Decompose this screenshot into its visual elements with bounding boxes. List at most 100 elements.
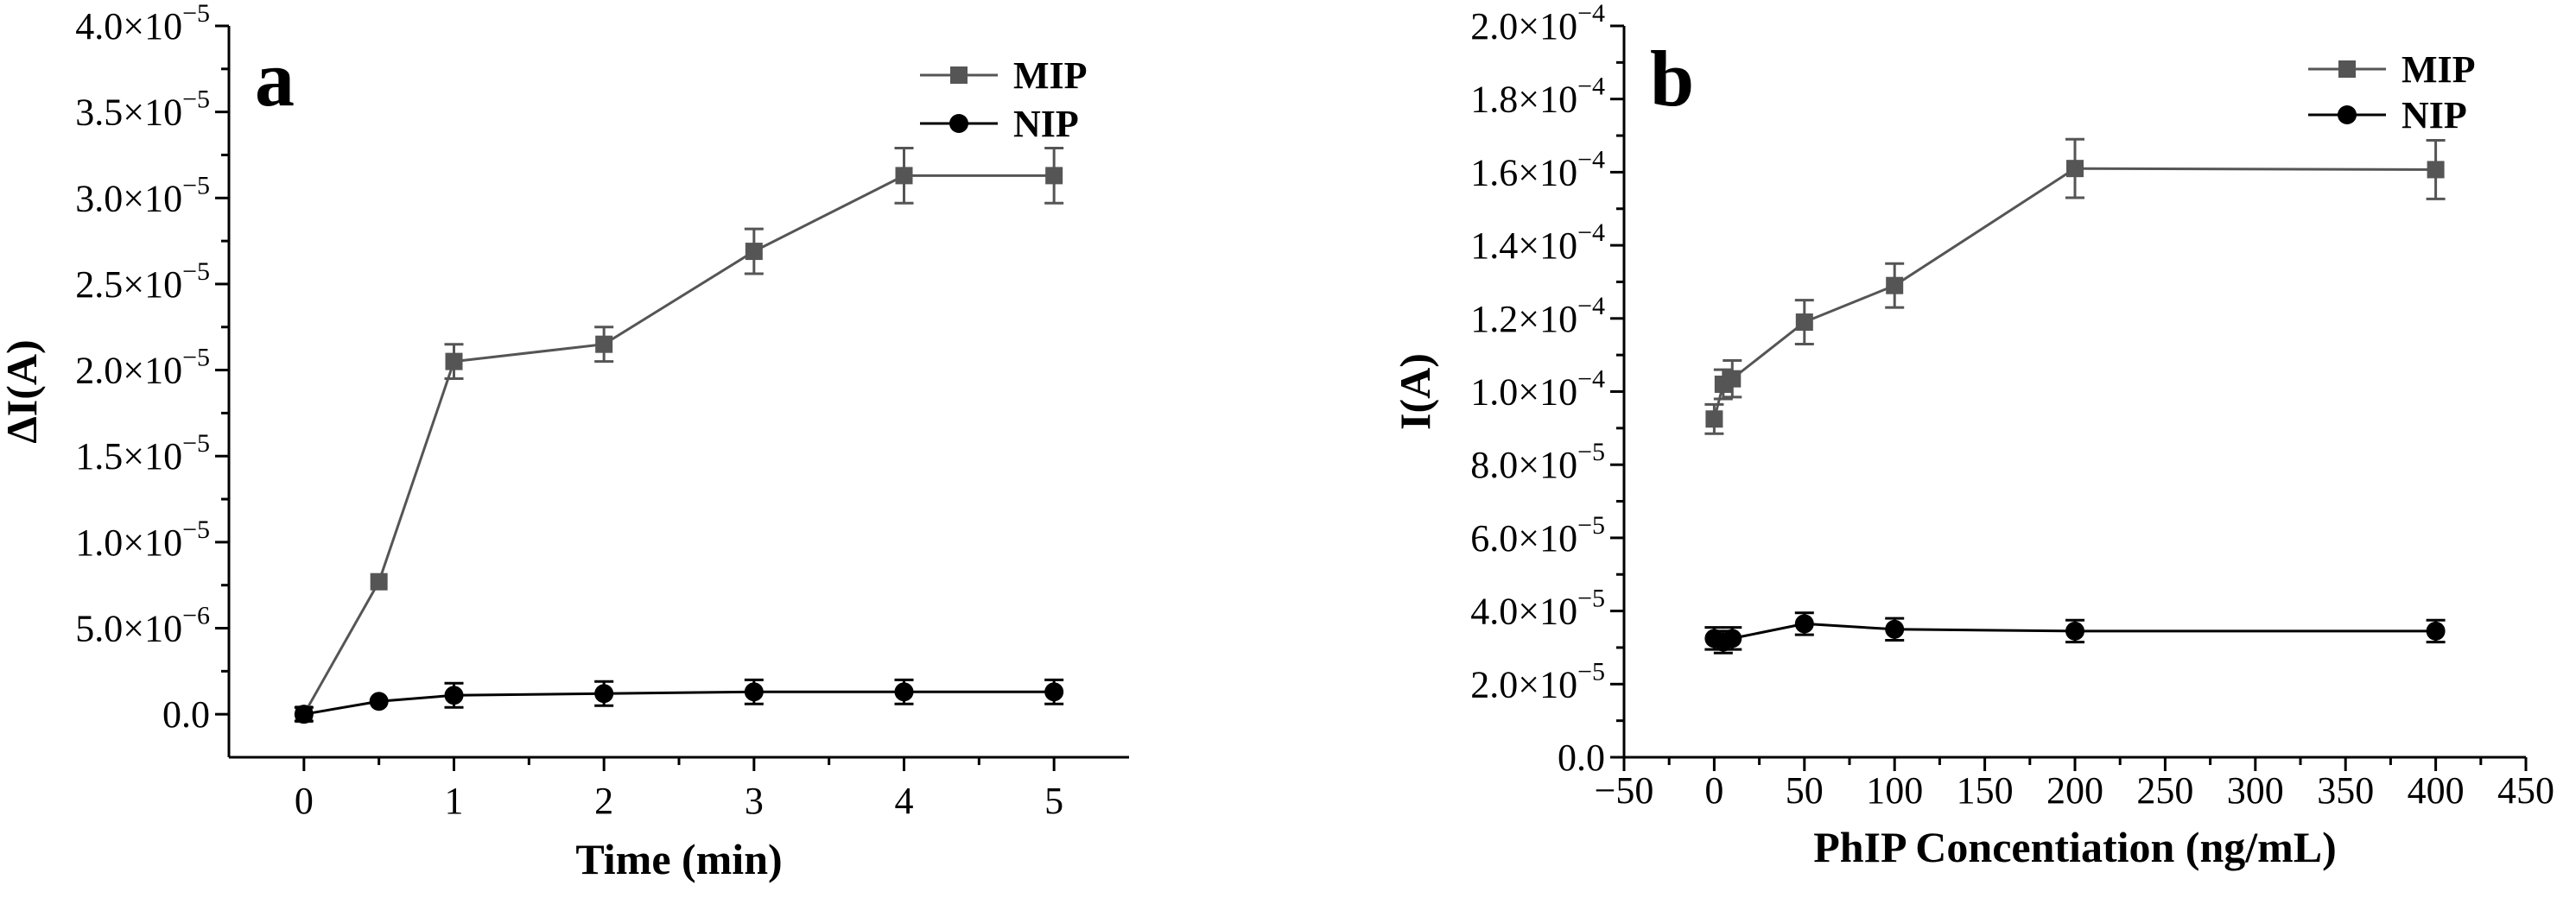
y-tick-mantissa: 1.6×10 [1470, 151, 1577, 193]
legend-label: MIP [2402, 48, 2476, 91]
y-tick-mantissa: 1.0×10 [75, 522, 182, 564]
data-point-circle [1885, 619, 1905, 639]
legend-label: MIP [1013, 54, 1088, 97]
x-tick-label: 150 [1957, 769, 2014, 812]
x-tick-label: 3 [745, 780, 764, 822]
y-tick-exponent: −4 [1577, 365, 1605, 394]
x-axis-label: Time (min) [575, 835, 782, 883]
y-tick-label: 1.0×10−4 [1470, 365, 1605, 414]
y-tick-exponent: −4 [1577, 292, 1605, 320]
y-tick-label: 4.0×10−5 [1470, 585, 1605, 633]
y-tick-exponent: −5 [182, 344, 210, 372]
y-tick-label: 1.5×10−5 [75, 429, 210, 477]
data-point-circle [744, 682, 764, 702]
y-tick-label: 1.4×10−4 [1470, 218, 1605, 267]
y-tick-exponent: −5 [1577, 585, 1605, 613]
y-tick-exponent: −5 [182, 171, 210, 199]
data-point-circle [2426, 621, 2446, 641]
y-tick-mantissa: 1.8×10 [1470, 79, 1577, 121]
y-tick-label: 3.0×10−5 [75, 171, 210, 219]
x-tick-label: 300 [2227, 769, 2284, 812]
y-tick-mantissa: 2.0×10 [1470, 663, 1577, 705]
legend-marker-circle [949, 114, 968, 133]
data-point-circle [594, 684, 614, 704]
x-tick-label: 200 [2046, 769, 2103, 812]
data-point-circle [1044, 682, 1064, 702]
y-tick-label: 2.0×10−5 [1470, 657, 1605, 705]
legend-marker-square [950, 66, 968, 84]
x-axis-label: PhIP Concentiation (ng/mL) [1813, 823, 2337, 871]
series-mip [1704, 137, 2446, 435]
data-point-circle [369, 692, 389, 711]
y-axis-label: ΔI(A) [0, 339, 46, 443]
x-tick-label: 400 [2408, 769, 2465, 812]
legend-label: NIP [1013, 103, 1079, 145]
data-point-square [370, 572, 388, 591]
y-tick-mantissa: 0.0 [1558, 737, 1605, 779]
legend-marker-square [2338, 60, 2356, 78]
y-tick-exponent: −4 [1577, 218, 1605, 247]
data-point-square [1886, 276, 1904, 294]
chart-panel-b: −50 0 50 100 150 200 250 300 350 400 4500.02.0×10−… [1391, 0, 2554, 871]
y-tick-exponent: −5 [1577, 511, 1605, 540]
y-tick-label: 2.0×10−4 [1470, 0, 1605, 47]
y-tick-mantissa: 2.0×10 [75, 350, 182, 392]
series-line [303, 690, 1055, 716]
data-point-square [1045, 167, 1063, 185]
series-nip [294, 678, 1064, 724]
y-tick-mantissa: 2.5×10 [75, 263, 182, 306]
y-tick-label: 1.6×10−4 [1470, 145, 1605, 193]
y-tick-label: 1.2×10−4 [1470, 292, 1605, 340]
data-point-circle [294, 705, 314, 724]
legend-label: NIP [2402, 94, 2467, 136]
x-tick-label: 2 [594, 780, 613, 822]
y-tick-label: 1.8×10−4 [1470, 73, 1605, 121]
y-tick-label: 2.5×10−5 [75, 257, 210, 306]
y-tick-exponent: −5 [182, 515, 210, 544]
y-tick-label: 8.0×10−5 [1470, 438, 1605, 486]
y-tick-mantissa: 2.0×10 [1470, 5, 1577, 47]
x-tick-label: 1 [445, 780, 464, 822]
x-tick-label: −50 [1595, 769, 1654, 812]
data-point-square [2427, 161, 2445, 179]
y-tick-mantissa: 3.0×10 [75, 177, 182, 219]
y-tick-mantissa: 1.5×10 [75, 435, 182, 477]
x-tick-label: 0 [295, 780, 314, 822]
panel-letter: b [1650, 35, 1694, 123]
x-tick-label: 5 [1044, 780, 1063, 822]
data-point-circle [2065, 621, 2084, 641]
y-tick-mantissa: 1.4×10 [1470, 224, 1577, 267]
x-tick-label: 4 [895, 780, 914, 822]
data-point-circle [1723, 629, 1742, 648]
data-point-square [1723, 370, 1742, 388]
y-tick-exponent: −5 [182, 85, 210, 114]
data-point-square [595, 335, 613, 353]
x-tick-label: 50 [1786, 769, 1824, 812]
x-tick-label: 0 [1704, 769, 1723, 812]
y-tick-label: 1.0×10−5 [75, 515, 210, 564]
y-tick-mantissa: 4.0×10 [75, 5, 182, 47]
y-tick-mantissa: 3.5×10 [75, 92, 182, 134]
data-point-circle [894, 682, 914, 702]
y-tick-exponent: −5 [1577, 438, 1605, 466]
y-tick-exponent: −4 [1577, 145, 1605, 174]
y-tick-exponent: −5 [1577, 657, 1605, 686]
panel-letter: a [255, 35, 295, 123]
y-tick-label: 0.0 [1558, 737, 1605, 779]
data-point-circle [444, 686, 464, 705]
y-tick-mantissa: 0.0 [162, 693, 210, 736]
y-tick-exponent: −5 [182, 0, 210, 28]
y-tick-mantissa: 4.0×10 [1470, 591, 1577, 633]
series-line [302, 174, 1055, 715]
y-tick-mantissa: 1.0×10 [1470, 371, 1577, 414]
series-mip [295, 146, 1064, 724]
y-tick-mantissa: 5.0×10 [75, 608, 182, 650]
y-tick-mantissa: 8.0×10 [1470, 444, 1577, 486]
series-nip [1704, 611, 2446, 655]
x-tick-label: 100 [1866, 769, 1923, 812]
y-tick-mantissa: 1.2×10 [1470, 298, 1577, 340]
data-point-square [1705, 410, 1723, 428]
y-tick-label: 2.0×10−5 [75, 344, 210, 392]
x-tick-label: 250 [2136, 769, 2193, 812]
